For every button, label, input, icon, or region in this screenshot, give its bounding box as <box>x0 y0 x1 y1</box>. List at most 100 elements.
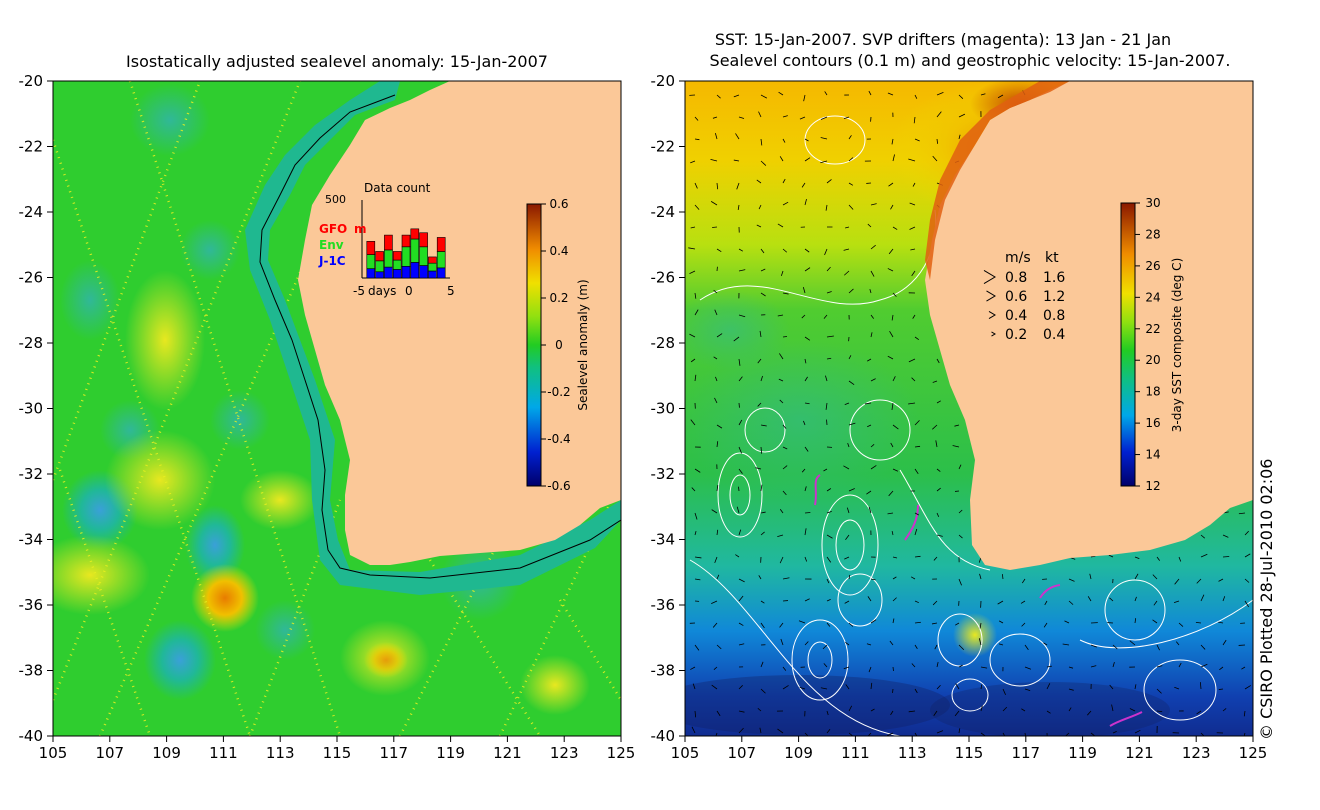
velocity-vector <box>690 666 696 670</box>
velocity-legend-rows: 0.8 1.6 0.6 1.2 0.4 0.8 0.2 0.4 <box>983 269 1065 343</box>
velocity-legend-arrow <box>988 310 996 320</box>
velocity-legend-arrow <box>983 269 996 285</box>
velocity-vector <box>914 138 920 142</box>
velocity-vector <box>760 531 765 536</box>
sla-colorbar-tick-label: -0.6 <box>547 479 570 493</box>
velocity-vector <box>716 485 719 492</box>
velocity-vector <box>782 685 789 690</box>
left-xtick-label: 107 <box>95 744 124 762</box>
velocity-vector <box>1020 600 1026 604</box>
velocity-vector <box>760 688 766 694</box>
velocity-vector <box>760 268 766 272</box>
velocity-vector <box>887 355 894 360</box>
velocity-vector <box>888 490 894 497</box>
velocity-vector <box>954 710 960 717</box>
velocity-vector <box>1129 640 1136 646</box>
velocity-vector <box>804 267 811 272</box>
velocity-vector <box>848 204 854 210</box>
velocity-vector <box>780 638 784 646</box>
velocity-vector <box>867 358 872 362</box>
velocity-vector <box>694 204 700 210</box>
inset-xtick-minus5: -5 <box>353 284 365 298</box>
right-ytick-label: -28 <box>651 334 676 352</box>
velocity-vector <box>1178 556 1182 562</box>
sla-colorbar-label: Sealevel anomaly (m) <box>576 279 590 410</box>
velocity-vector <box>911 377 916 382</box>
velocity-vector <box>804 198 807 206</box>
velocity-vector <box>738 643 745 646</box>
velocity-legend-kt: 1.6 <box>1043 270 1065 286</box>
velocity-vector <box>804 358 807 364</box>
velocity-vector <box>782 336 788 338</box>
velocity-vector <box>892 597 897 602</box>
velocity-vector <box>710 201 718 206</box>
velocity-vector <box>760 292 766 297</box>
sla-colorbar-tick-label: 0.4 <box>549 244 568 258</box>
velocity-vector <box>870 244 876 250</box>
sst-colorbar-tick-label: 16 <box>1145 416 1160 430</box>
sst-features <box>685 81 1170 736</box>
velocity-vector <box>804 376 808 382</box>
velocity-vector <box>914 468 919 475</box>
velocity-vector <box>958 509 963 514</box>
velocity-vector <box>1173 600 1180 604</box>
sla-land <box>298 81 621 565</box>
velocity-vector <box>870 314 875 319</box>
velocity-vector <box>804 556 808 562</box>
velocity-vector <box>782 248 788 253</box>
velocity-vector <box>1156 665 1163 668</box>
sla-colorbar-tick-label: 0.2 <box>549 291 568 305</box>
velocity-legend-ms: 0.8 <box>1005 270 1027 286</box>
velocity-vector <box>760 600 765 604</box>
velocity-vector <box>710 158 718 162</box>
sst-colorbar-tick-label: 12 <box>1145 479 1160 493</box>
velocity-legend-kt: 0.8 <box>1043 308 1065 324</box>
velocity-vector <box>843 248 850 251</box>
velocity-vector <box>1218 578 1224 582</box>
sst-colorbar-tick-label: 24 <box>1145 290 1160 304</box>
velocity-vector <box>690 226 696 229</box>
velocity-vector <box>955 683 960 690</box>
velocity-vector <box>914 336 920 340</box>
velocity-vector <box>848 380 855 386</box>
velocity-vector <box>716 574 720 580</box>
velocity-vector <box>1218 688 1224 690</box>
velocity-vector <box>936 92 944 96</box>
right-ytick-label: -38 <box>651 662 676 680</box>
velocity-vector <box>779 622 784 628</box>
velocity-vector <box>738 269 746 272</box>
velocity-vector <box>1222 639 1227 646</box>
velocity-vector <box>888 182 894 187</box>
velocity-vector <box>1021 708 1026 712</box>
velocity-vector <box>1244 600 1250 608</box>
inset-bar-env <box>410 238 420 263</box>
velocity-vector <box>890 442 894 448</box>
velocity-vector <box>711 600 718 605</box>
velocity-vector <box>936 468 941 472</box>
sst-map <box>685 81 1253 736</box>
velocity-legend-header-ms: m/s <box>1005 250 1031 266</box>
velocity-vector <box>826 728 831 734</box>
left-axes: 105 107 109 111 113 115 117 119 121 123 125 -20 -22 -… <box>19 72 636 762</box>
velocity-vector <box>802 287 806 294</box>
velocity-vector <box>694 578 701 581</box>
velocity-vector <box>782 138 786 143</box>
velocity-vector <box>716 441 719 448</box>
velocity-vector <box>1134 618 1137 624</box>
sst-colorbar-tick-label: 26 <box>1145 259 1160 273</box>
velocity-vector <box>780 270 784 277</box>
velocity-vector <box>825 402 828 410</box>
inset-bar-env <box>436 251 446 269</box>
inset-bar-jc <box>410 262 420 279</box>
right-ytick-label: -26 <box>651 269 676 287</box>
velocity-vector <box>1108 554 1114 558</box>
velocity-vector <box>914 688 918 694</box>
velocity-vector <box>716 529 719 536</box>
velocity-vector <box>958 728 961 734</box>
velocity-vector <box>1021 578 1026 584</box>
velocity-vector <box>778 378 784 382</box>
right-xtick-label: 109 <box>784 744 813 762</box>
velocity-vector <box>1087 710 1092 716</box>
sst-colorbar: 30 28 26 24 22 20 18 16 14 12 3-day SST composite… <box>1120 196 1184 493</box>
velocity-vector <box>887 732 894 736</box>
